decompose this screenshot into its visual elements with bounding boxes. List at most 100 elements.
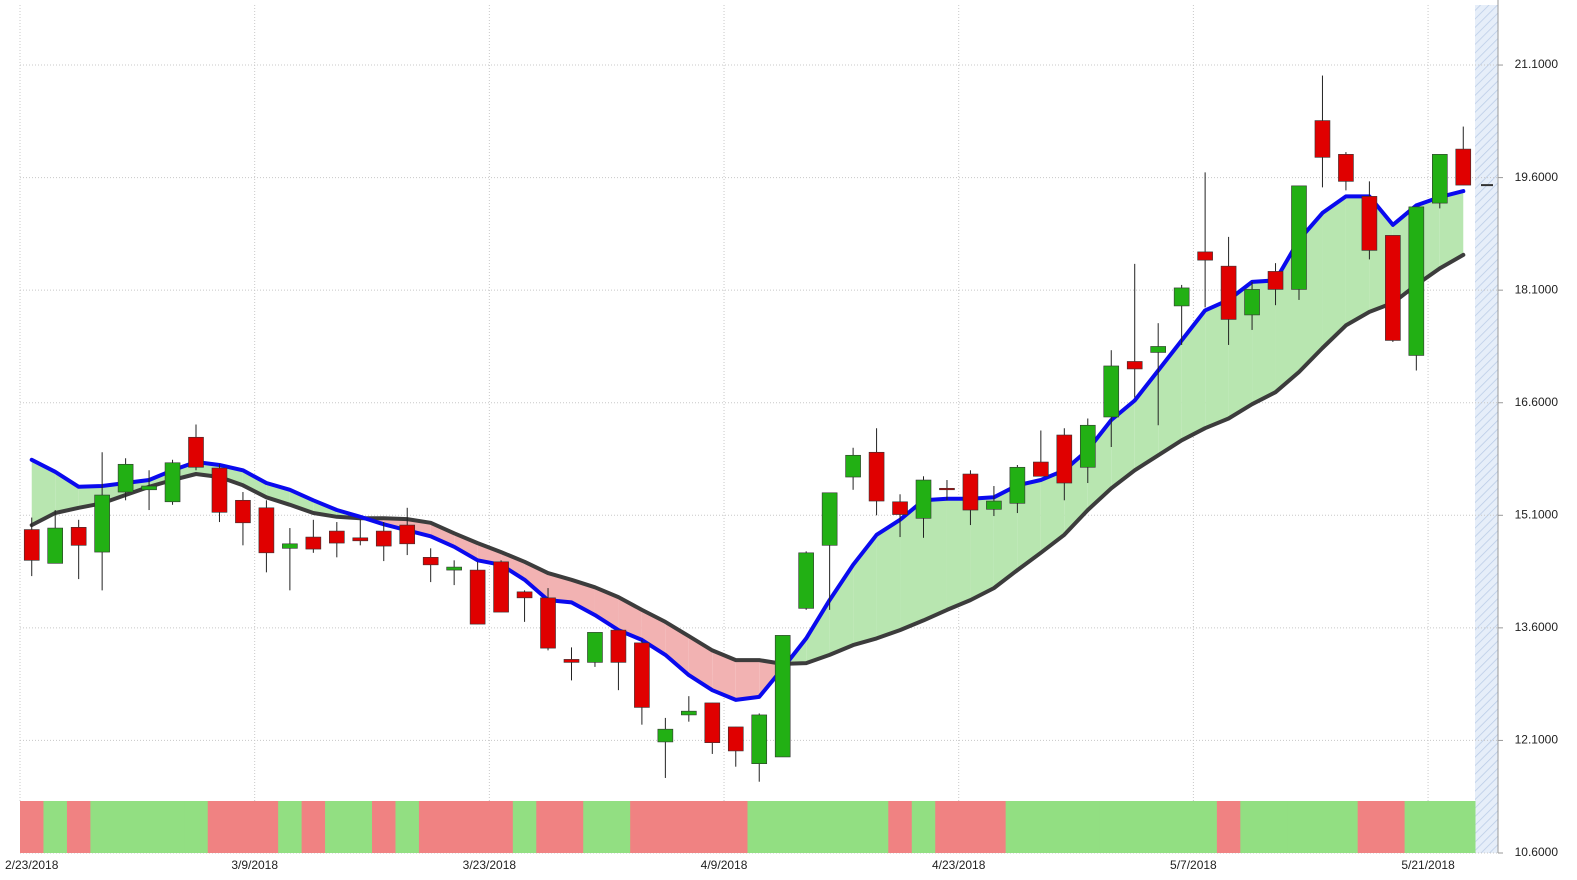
signal-band-cell <box>911 801 936 853</box>
ma-fill-segment <box>548 573 572 603</box>
candle-body <box>493 561 509 613</box>
signal-band-cell <box>1428 801 1453 853</box>
ma-fill-segment <box>242 470 267 498</box>
signal-band-cell <box>465 801 490 853</box>
ma-fill-segment <box>876 519 901 639</box>
ma-fill-segment <box>1205 299 1229 429</box>
signal-band-cell <box>231 801 256 853</box>
signal-band-cell <box>90 801 115 853</box>
ma-fill-segment <box>477 543 502 565</box>
signal-band-cell <box>160 801 185 853</box>
signal-band <box>20 801 1476 853</box>
candle-body <box>704 702 721 743</box>
labels: 10.6000 12.1000 13.6000 15.1000 16.6000 18.10… <box>5 57 1558 872</box>
candle-body <box>1126 361 1143 370</box>
signal-band-cell <box>301 801 326 853</box>
moving-average-line <box>29 189 1466 702</box>
candle-body <box>1103 365 1120 418</box>
ma-fill-segment <box>55 471 79 514</box>
candle-body <box>540 597 556 649</box>
candle-body <box>1220 265 1237 320</box>
candle-body <box>751 714 768 764</box>
candle-body <box>70 527 87 546</box>
signal-band-cell <box>1263 801 1288 853</box>
candle-body <box>868 451 885 502</box>
candle-body <box>681 710 697 716</box>
signal-band-cell <box>817 801 842 853</box>
signal-band-cell <box>418 801 443 853</box>
ma-fill <box>31 191 1464 700</box>
signal-band-cell <box>559 801 584 853</box>
signal-band-cell <box>1216 801 1241 853</box>
signal-band-cell <box>841 801 866 853</box>
candle-body <box>1244 289 1260 316</box>
candles <box>23 75 1493 782</box>
signal-band-cell <box>724 801 748 853</box>
signal-band-cell <box>113 801 138 853</box>
signal-band-cell <box>20 801 44 853</box>
candle-body <box>141 485 157 491</box>
candle-body <box>634 642 650 708</box>
candle-body <box>939 487 955 491</box>
candle-body <box>563 659 580 663</box>
x-tick-label: 5/21/2018 <box>1401 858 1455 872</box>
signal-band-cell <box>700 801 725 853</box>
ma-fill-segment <box>31 459 56 526</box>
y-tick-label: 19.6000 <box>1515 170 1559 184</box>
candle-body <box>1338 154 1354 182</box>
candle-body <box>422 557 439 566</box>
y-tick-label: 10.6000 <box>1515 845 1559 859</box>
signal-band-cell <box>606 801 631 853</box>
future-area <box>1475 5 1498 853</box>
signal-band-cell <box>653 801 678 853</box>
candle-body <box>774 635 791 758</box>
candle-body <box>1385 235 1401 341</box>
candle-body <box>1314 120 1331 158</box>
candle-body <box>962 473 979 511</box>
candle-body <box>23 529 40 561</box>
signal-band-cell <box>325 801 350 853</box>
candle-body <box>1173 287 1190 307</box>
ma-fill-segment <box>829 564 854 655</box>
x-tick-label: 3/9/2018 <box>231 858 278 872</box>
candle-body <box>164 462 181 503</box>
signal-band-cell <box>512 801 537 853</box>
candle-body <box>1150 346 1166 353</box>
candle-body <box>657 728 674 743</box>
signal-band-cell <box>1169 801 1194 853</box>
signal-band-cell <box>982 801 1007 853</box>
ma-fill-segment <box>501 552 525 580</box>
signal-band-cell <box>348 801 373 853</box>
signal-band-cell <box>770 801 795 853</box>
candle-body <box>235 499 251 524</box>
candle-body <box>1431 154 1448 204</box>
signal-band-cell <box>1240 801 1265 853</box>
candle-body <box>305 536 322 550</box>
candle-body <box>188 436 204 468</box>
signal-band-cell <box>1005 801 1030 853</box>
signal-band-cell <box>137 801 162 853</box>
signal-band-cell <box>489 801 514 853</box>
signal-band-cell <box>1451 801 1476 853</box>
y-tick-label: 18.1000 <box>1515 282 1559 296</box>
candle-body <box>1197 251 1213 261</box>
signal-band-cell <box>935 801 960 853</box>
candle-body <box>352 537 369 542</box>
signal-band-cell <box>583 801 608 853</box>
moving-average-line <box>29 252 1466 666</box>
ma-fill-segment <box>1439 191 1464 269</box>
signal-band-cell <box>677 801 702 853</box>
signal-band-cell <box>1357 801 1382 853</box>
x-tick-label: 5/7/2018 <box>1170 858 1217 872</box>
candle-body <box>94 494 110 553</box>
signal-band-cell <box>958 801 983 853</box>
signal-band-cell <box>630 801 655 853</box>
signal-band-cell <box>864 801 889 853</box>
signal-band-cell <box>372 801 396 853</box>
ma-lines <box>29 189 1466 702</box>
candle-body <box>211 467 228 513</box>
candle-body <box>727 726 744 752</box>
ma-fill-segment <box>1322 196 1346 348</box>
ma-fill-segment <box>900 500 924 631</box>
candle-body <box>1267 271 1284 290</box>
